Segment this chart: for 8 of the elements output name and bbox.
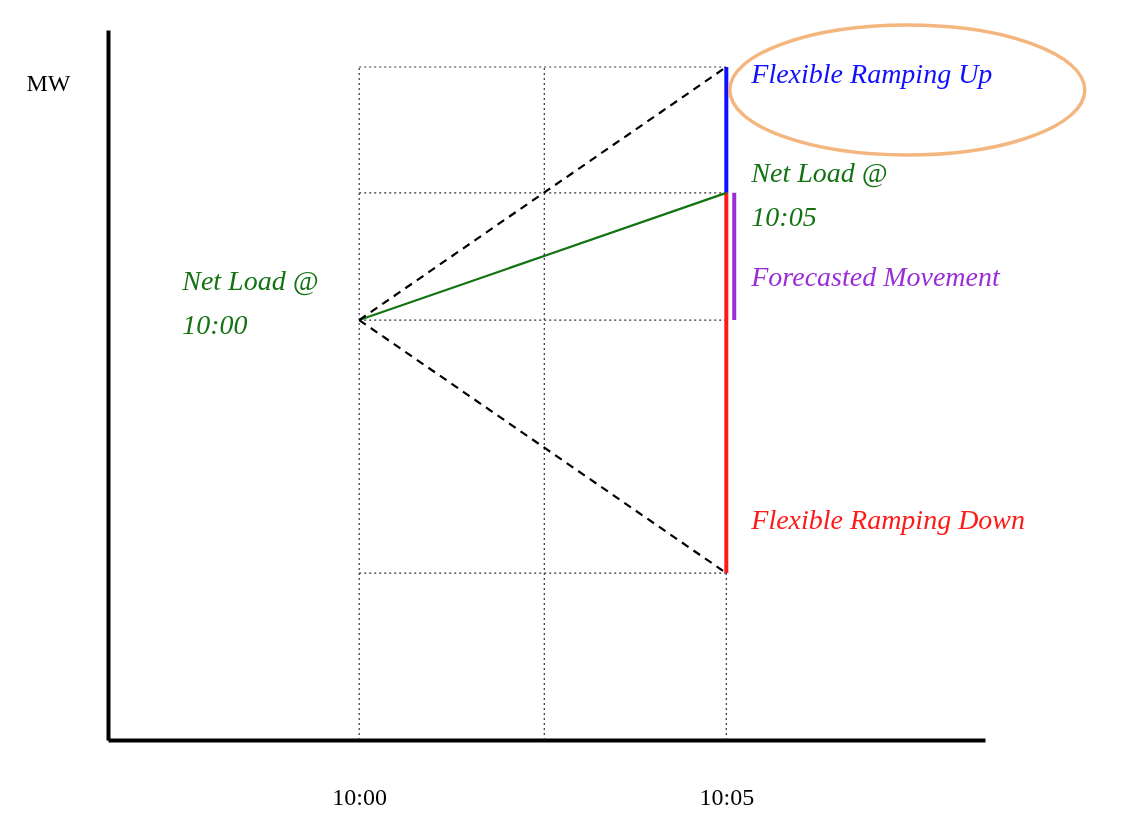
series-label: Forecasted Movement [750,260,1001,292]
series-label: Flexible Ramping Down [750,504,1026,536]
annotation: Net Load @ 10:05 [750,156,888,232]
x-tick-label: 10:05 [699,783,755,810]
x-tick-label: 10:00 [332,783,388,810]
y-axis-title: MW [26,69,71,96]
series-label: Flexible Ramping Up [750,58,993,90]
annotation: Net Load @ 10:00 [181,265,319,341]
